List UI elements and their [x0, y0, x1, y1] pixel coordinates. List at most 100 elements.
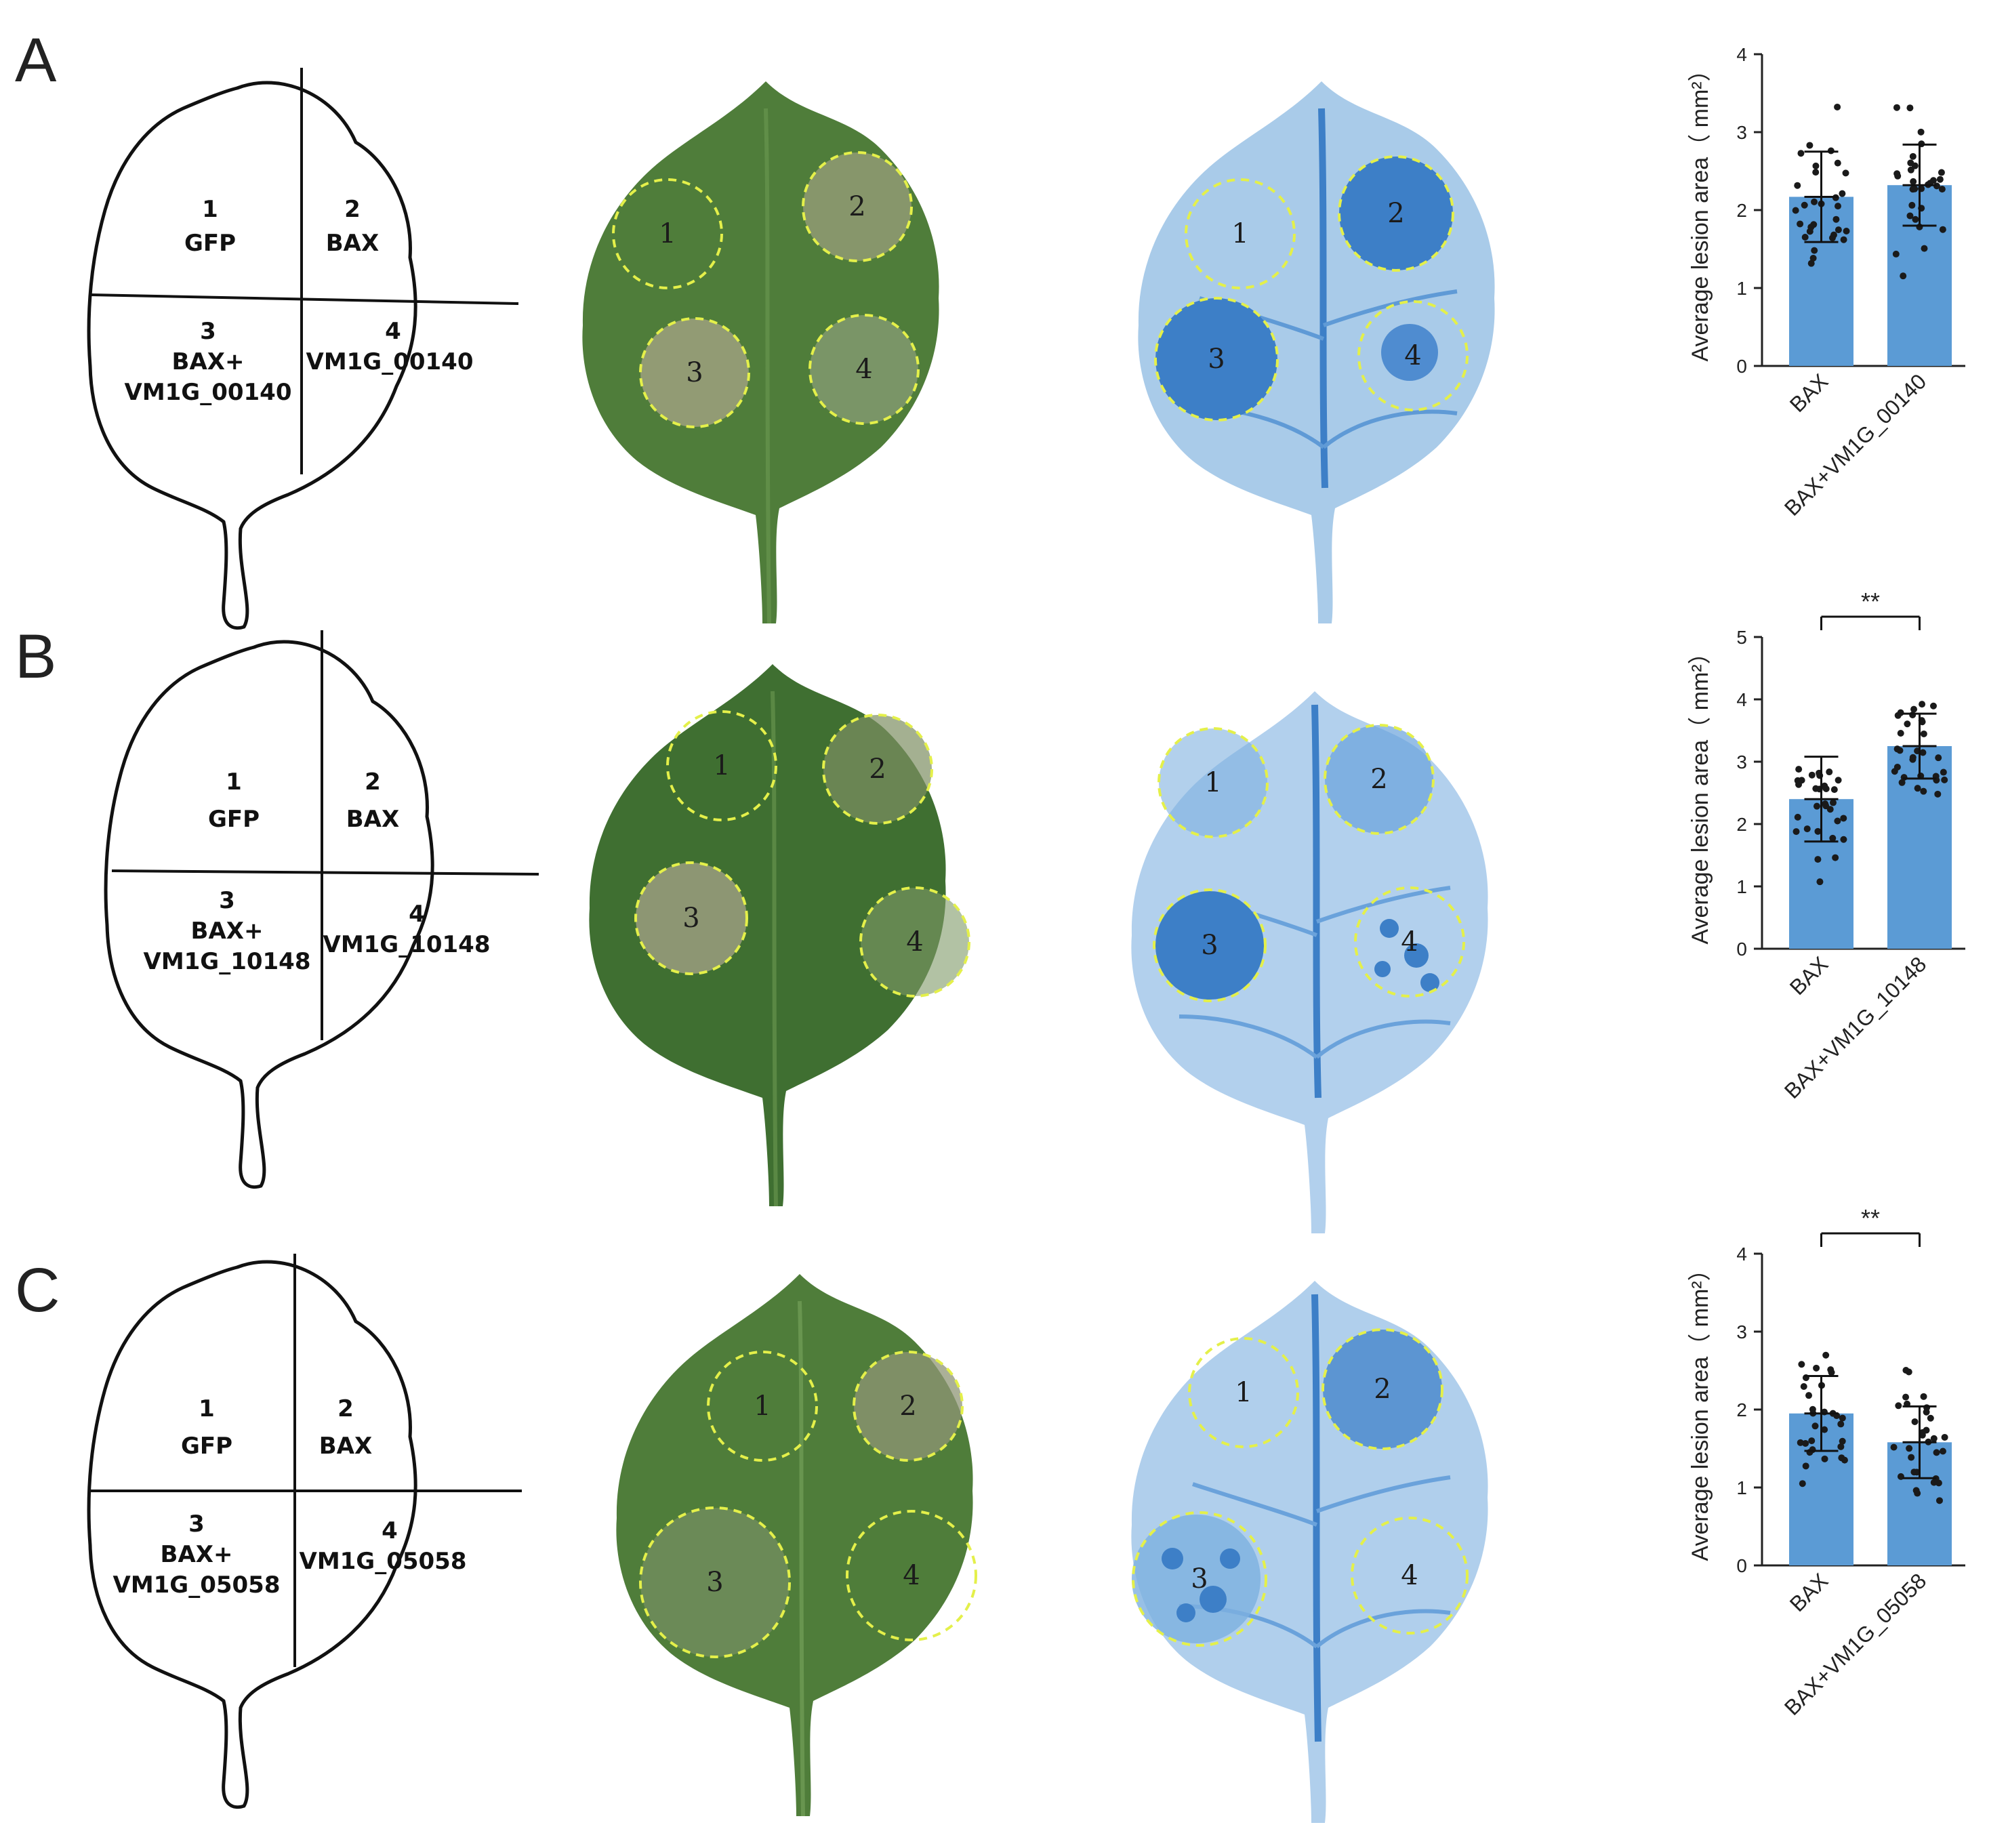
quadrant-4-label: VM1G_00140 — [306, 348, 474, 375]
spot-number: 3 — [1191, 1563, 1208, 1595]
data-point — [1840, 836, 1847, 843]
y-tick-label: 3 — [1736, 752, 1747, 773]
data-point — [1809, 1405, 1816, 1413]
data-point — [1912, 215, 1919, 223]
infiltration-circle — [1132, 1511, 1267, 1647]
data-point — [1802, 1439, 1809, 1447]
lesion — [854, 1352, 962, 1460]
infiltration-circle — [639, 317, 750, 428]
data-point — [1910, 178, 1917, 185]
quadrant-3-label-line1: BAX+ — [161, 1541, 233, 1568]
spot-number: 2 — [848, 191, 865, 222]
data-point — [1801, 233, 1809, 241]
leaf-midrib — [1311, 704, 1321, 1098]
infiltration-circle — [1157, 727, 1269, 838]
infiltration-circle — [1321, 1328, 1443, 1450]
data-point — [1920, 730, 1927, 737]
spot-number: 4 — [903, 1560, 920, 1591]
quadrant-2-label: BAX — [346, 806, 399, 833]
infiltration-circle — [1324, 724, 1435, 835]
leaf-outline — [89, 1262, 415, 1807]
data-point — [1941, 1433, 1948, 1441]
spot-number: 4 — [1401, 926, 1418, 958]
stained-lesion — [1155, 891, 1264, 1000]
quadrant-3-label-line2: VM1G_00140 — [125, 379, 292, 406]
data-point — [1893, 104, 1900, 111]
data-point — [1933, 1449, 1940, 1456]
quadrant-4-number: 4 — [409, 901, 425, 928]
data-point — [1907, 166, 1914, 173]
data-point — [1832, 854, 1839, 861]
infiltration-circle — [1188, 1337, 1299, 1448]
data-point — [1893, 763, 1901, 771]
data-point — [1798, 1361, 1805, 1368]
data-point — [1906, 1445, 1913, 1452]
data-point — [1929, 177, 1937, 184]
data-point — [1919, 749, 1927, 756]
y-tick-label: 3 — [1736, 122, 1747, 143]
data-point — [1829, 799, 1837, 806]
lesion — [640, 319, 749, 427]
data-point — [1912, 1487, 1920, 1494]
spot-number: 2 — [1370, 764, 1387, 795]
data-point — [1909, 711, 1917, 718]
stained-lesion — [1162, 1548, 1183, 1569]
quadrant-2-label: BAX — [326, 230, 379, 257]
infiltration-circle — [802, 151, 913, 262]
data-point — [1908, 1454, 1915, 1461]
stained-lesion — [1176, 1603, 1195, 1622]
data-point — [1822, 800, 1829, 808]
data-point — [1939, 1447, 1946, 1455]
y-tick-label: 1 — [1736, 876, 1747, 897]
data-point — [1795, 766, 1803, 773]
data-point — [1939, 226, 1946, 233]
leaf-vein — [1185, 289, 1458, 449]
data-point — [1923, 1408, 1930, 1416]
spot-number: 4 — [1404, 340, 1421, 371]
y-tick-label: 2 — [1736, 200, 1747, 221]
data-point — [1813, 802, 1820, 810]
data-point — [1835, 226, 1842, 234]
quadrant-1-label: GFP — [208, 806, 260, 833]
data-point — [1814, 827, 1822, 835]
y-tick-label: 4 — [1736, 1244, 1747, 1265]
data-point — [1938, 186, 1946, 193]
y-tick-label: 0 — [1736, 939, 1747, 960]
data-point — [1898, 779, 1906, 786]
data-point — [1812, 162, 1820, 169]
infiltration-circle — [822, 714, 933, 825]
quadrant-4-label: VM1G_10148 — [323, 931, 491, 958]
spot-number: 2 — [1374, 1374, 1391, 1405]
panel-a: A 1 GFP 2 BAX 3 BAX+ VM1G_00140 4 VM1G_0… — [15, 26, 1965, 628]
data-point — [1812, 785, 1820, 792]
data-point — [1911, 1418, 1919, 1425]
data-point — [1902, 1367, 1910, 1374]
quadrant-2-label: BAX — [319, 1433, 372, 1460]
data-point — [1919, 718, 1926, 726]
quadrant-2-number: 2 — [365, 768, 381, 796]
data-point — [1837, 1420, 1845, 1428]
data-point — [1834, 817, 1841, 825]
spot-number: 1 — [754, 1391, 771, 1422]
data-point — [1832, 215, 1840, 223]
spot-number: 2 — [1387, 198, 1404, 229]
data-point — [1821, 1455, 1828, 1462]
data-point — [1941, 776, 1948, 783]
schematic-leaf-diagram: 1 GFP 2 BAX 3 BAX+ VM1G_00140 4 VM1G_001… — [89, 68, 519, 628]
data-point — [1809, 254, 1817, 262]
leaf-midrib — [1311, 1294, 1321, 1742]
data-point — [1837, 1443, 1845, 1450]
panel-letter: B — [15, 622, 56, 691]
quadrant-3-number: 3 — [219, 887, 235, 914]
data-point — [1900, 272, 1907, 280]
spot-number: 1 — [1231, 218, 1248, 249]
data-point — [1816, 878, 1824, 886]
stained-lesion — [1420, 973, 1439, 992]
quadrant-4-number: 4 — [385, 318, 401, 345]
infiltration-circle — [1351, 1517, 1469, 1635]
leaf-vein — [1179, 1475, 1451, 1649]
spot-number: 4 — [906, 926, 923, 958]
spot-number: 4 — [1401, 1560, 1418, 1591]
data-point — [1910, 705, 1918, 713]
data-point — [1919, 701, 1926, 708]
